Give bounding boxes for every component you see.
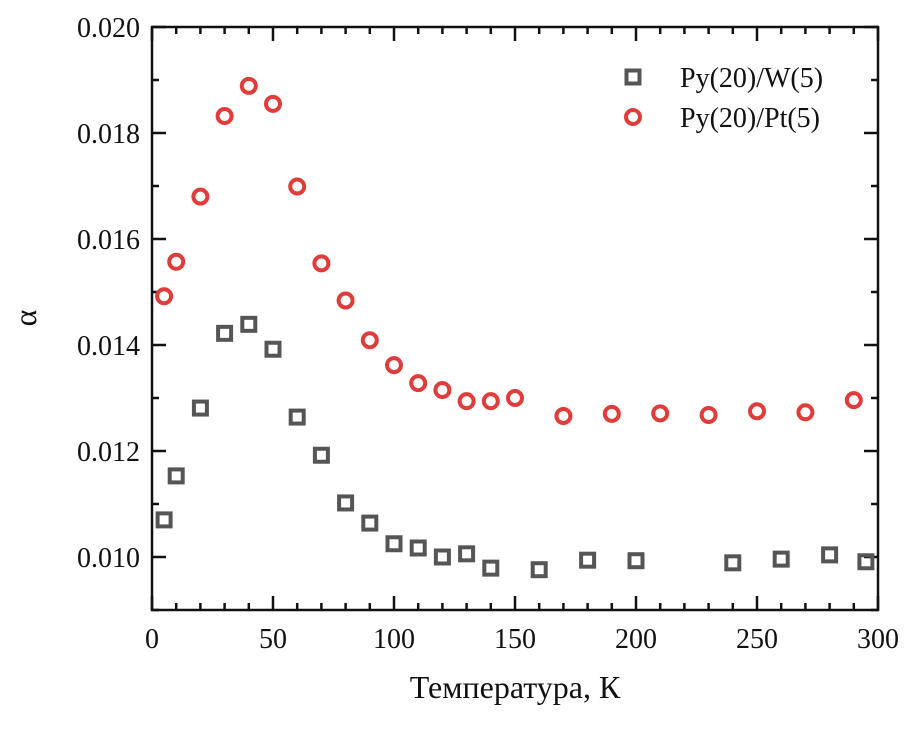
- data-point-py-pt: [796, 403, 815, 422]
- data-point-py-w: [482, 559, 500, 577]
- data-point-py-w: [433, 548, 451, 566]
- data-point-py-w: [167, 467, 185, 485]
- data-point-py-w: [772, 550, 790, 568]
- data-point-py-pt: [155, 287, 174, 306]
- data-points: [155, 76, 875, 579]
- data-point-py-pt: [481, 392, 500, 411]
- data-point-py-pt: [264, 94, 282, 113]
- data-point-py-w: [724, 554, 742, 572]
- plot-frame: [150, 25, 880, 612]
- x-axis-label: Температура, К: [410, 669, 621, 705]
- data-point-py-pt: [433, 381, 452, 400]
- data-point-py-w: [361, 514, 379, 532]
- data-point-py-w: [458, 545, 476, 563]
- data-point-py-pt: [554, 407, 573, 426]
- tick-labels: 0 50 100 150 200 250 300 0.010 0.012 0.014 0.016 0.…: [77, 13, 899, 655]
- data-point-py-w: [627, 552, 645, 570]
- data-point-py-pt: [748, 402, 766, 421]
- x-tick-label: 50: [259, 624, 287, 655]
- data-point-py-w: [821, 546, 839, 564]
- data-point-py-pt: [360, 331, 379, 350]
- data-point-py-w: [312, 446, 330, 464]
- data-point-py-w: [337, 494, 355, 512]
- x-tick-label: 300: [857, 624, 899, 655]
- data-point-py-pt: [699, 405, 718, 424]
- data-point-py-w: [857, 553, 875, 571]
- y-tick-label: 0.010: [77, 543, 140, 574]
- data-point-py-w: [240, 315, 258, 333]
- x-tick-label: 150: [494, 624, 536, 655]
- y-tick-label: 0.020: [77, 13, 140, 44]
- data-point-py-w: [155, 511, 173, 529]
- legend-label: Py(20)/W(5): [680, 63, 823, 94]
- data-point-py-pt: [409, 374, 428, 393]
- data-point-py-w: [216, 324, 234, 342]
- data-point-py-w: [191, 399, 209, 417]
- data-point-py-pt: [602, 404, 621, 423]
- legend-label: Py(20)/Pt(5): [680, 103, 820, 134]
- data-point-py-pt: [336, 291, 355, 310]
- x-tick-label: 100: [373, 624, 415, 655]
- legend-marker: [624, 108, 642, 126]
- data-point-py-w: [385, 535, 403, 553]
- legend-marker: [624, 68, 642, 86]
- data-point-py-pt: [385, 356, 403, 375]
- x-tick-label: 250: [736, 624, 778, 655]
- data-point-py-pt: [651, 404, 670, 423]
- data-point-py-w: [409, 539, 427, 557]
- y-tick-label: 0.018: [77, 119, 140, 150]
- data-point-py-pt: [844, 391, 863, 410]
- data-point-py-w: [264, 340, 282, 358]
- x-tick-label: 0: [145, 624, 159, 655]
- y-tick-label: 0.014: [77, 331, 140, 362]
- data-point-py-pt: [167, 252, 186, 271]
- legend: Py(20)/W(5) Py(20)/Pt(5): [624, 63, 823, 134]
- x-tick-label: 200: [615, 624, 657, 655]
- data-point-py-pt: [506, 389, 524, 407]
- data-point-py-w: [530, 561, 548, 579]
- data-point-py-pt: [288, 177, 307, 196]
- data-point-py-pt: [457, 392, 476, 411]
- data-point-py-w: [579, 551, 597, 569]
- data-point-py-pt: [215, 107, 234, 126]
- data-point-py-w: [288, 408, 306, 426]
- y-tick-label: 0.012: [77, 437, 140, 468]
- data-point-py-pt: [191, 187, 210, 206]
- y-axis-label: α: [7, 309, 43, 326]
- data-point-py-pt: [239, 76, 258, 95]
- data-point-py-pt: [312, 254, 331, 273]
- y-tick-label: 0.016: [77, 225, 140, 256]
